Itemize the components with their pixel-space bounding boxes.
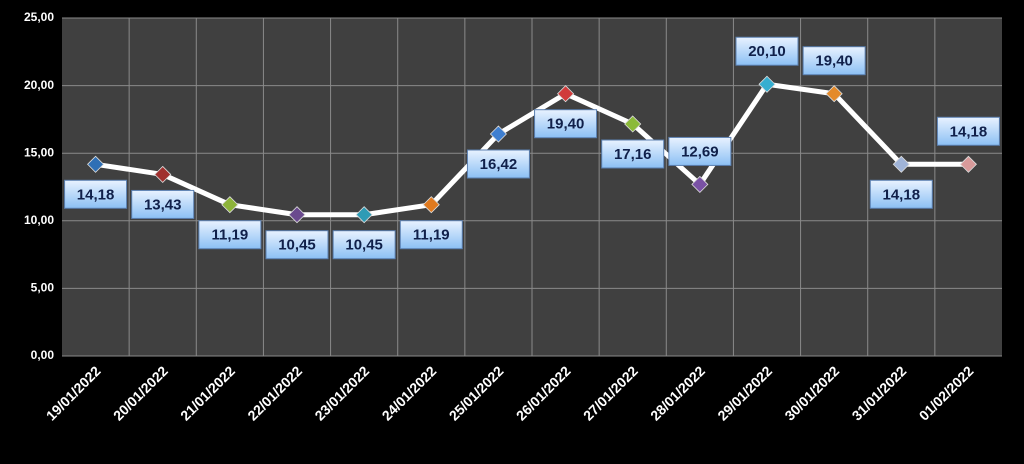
marker — [691, 175, 709, 193]
y-tick-label: 5,00 — [31, 281, 55, 295]
value-label: 13,43 — [144, 196, 182, 213]
value-label: 17,16 — [614, 146, 652, 163]
value-label-box — [802, 46, 866, 76]
value-label: 19,40 — [815, 53, 853, 70]
x-tick-label: 26/01/2022 — [513, 363, 574, 424]
y-tick-label: 15,00 — [24, 145, 54, 159]
marker — [758, 75, 776, 93]
y-tick-label: 25,00 — [24, 10, 54, 24]
value-label: 20,10 — [748, 43, 786, 60]
x-tick-label: 30/01/2022 — [781, 363, 842, 424]
marker — [892, 155, 910, 173]
marker — [489, 125, 507, 143]
marker — [624, 115, 642, 133]
value-label-box — [64, 179, 128, 209]
x-tick-label: 23/01/2022 — [311, 363, 372, 424]
marker — [825, 85, 843, 103]
marker — [355, 206, 373, 224]
value-label-box — [466, 149, 530, 179]
value-label-box — [198, 220, 262, 250]
marker — [557, 85, 575, 103]
x-tick-label: 21/01/2022 — [177, 363, 238, 424]
value-label-box — [131, 189, 195, 219]
x-tick-label: 22/01/2022 — [244, 363, 305, 424]
marker — [288, 206, 306, 224]
x-tick-label: 19/01/2022 — [43, 363, 104, 424]
marker — [221, 196, 239, 214]
y-tick-label: 20,00 — [24, 78, 54, 92]
x-tick-label: 24/01/2022 — [379, 363, 440, 424]
value-label-box — [332, 230, 396, 260]
x-tick-label: 29/01/2022 — [714, 363, 775, 424]
marker — [959, 155, 977, 173]
value-label: 16,42 — [480, 156, 518, 173]
value-label: 14,18 — [77, 186, 115, 203]
value-label: 11,19 — [211, 227, 248, 244]
x-tick-label: 27/01/2022 — [580, 363, 641, 424]
x-tick-label: 20/01/2022 — [110, 363, 171, 424]
value-label: 10,45 — [345, 237, 383, 254]
value-label-box — [601, 139, 665, 169]
value-label: 19,40 — [547, 116, 585, 133]
y-tick-label: 10,00 — [24, 213, 54, 227]
x-tick-label: 25/01/2022 — [446, 363, 507, 424]
marker — [422, 196, 440, 214]
value-label-box — [869, 179, 933, 209]
value-label: 14,18 — [883, 186, 921, 203]
line — [95, 81, 969, 218]
value-label: 14,18 — [950, 123, 988, 140]
value-label: 12,69 — [681, 143, 719, 160]
marker — [154, 165, 172, 183]
marker — [87, 155, 105, 173]
value-label-box — [399, 220, 463, 250]
value-label-box — [936, 116, 1000, 146]
y-tick-label: 0,00 — [31, 348, 55, 362]
value-label: 10,45 — [278, 237, 316, 254]
value-label-box — [735, 36, 799, 66]
x-tick-label: 01/02/2022 — [916, 363, 977, 424]
value-label-box — [668, 136, 732, 166]
x-tick-label: 28/01/2022 — [647, 363, 708, 424]
x-tick-label: 31/01/2022 — [849, 363, 910, 424]
value-label: 11,19 — [413, 227, 450, 244]
value-label-box — [534, 109, 598, 139]
value-label-box — [265, 230, 329, 260]
